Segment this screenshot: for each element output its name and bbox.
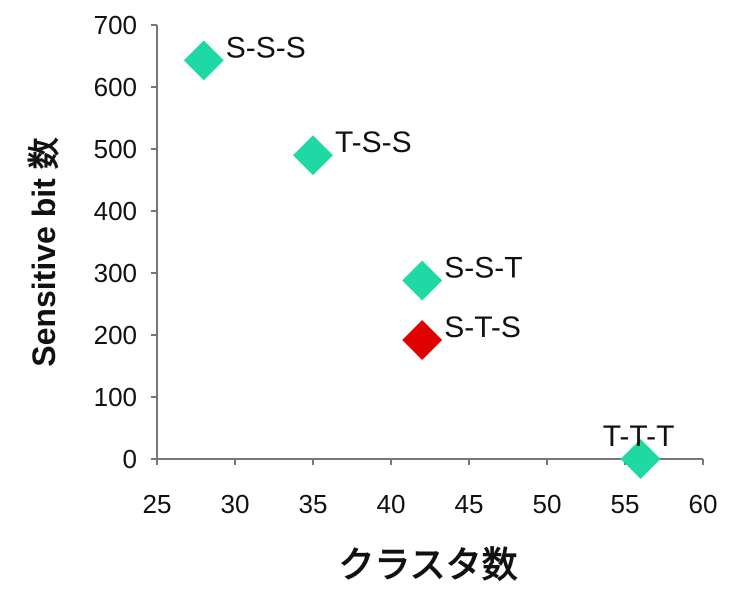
point-marker-t-t-t xyxy=(620,439,661,479)
x-axis-ticks: 25 30 35 40 45 50 55 60 xyxy=(143,459,718,519)
point-label-s-s-s: S-S-S xyxy=(226,31,306,64)
x-tick-label: 25 xyxy=(143,489,172,519)
y-tick-label: 0 xyxy=(123,444,137,474)
x-axis-title: クラスタ数 xyxy=(338,544,517,585)
y-tick-label: 600 xyxy=(94,72,137,102)
point-marker-s-t-s xyxy=(402,319,443,360)
x-tick-label: 30 xyxy=(221,489,250,519)
y-tick-label: 400 xyxy=(94,196,137,226)
y-tick-label: 500 xyxy=(94,134,137,164)
point-label-s-s-t: S-S-T xyxy=(444,251,522,284)
point-marker-s-s-s xyxy=(183,40,224,81)
y-tick-label: 200 xyxy=(94,320,137,350)
point-label-t-t-t: T-T-T xyxy=(603,420,675,453)
axes xyxy=(156,25,703,460)
point-marker-t-s-s xyxy=(293,135,333,176)
data-points: S-S-S T-S-S S-S-T S-T-S T-T-T xyxy=(183,31,675,479)
y-axis-ticks: 0 100 200 300 400 500 600 700 xyxy=(94,10,157,474)
point-label-s-t-s: S-T-S xyxy=(444,311,521,344)
y-tick-label: 300 xyxy=(94,258,137,288)
point-label-t-s-s: T-S-S xyxy=(335,126,412,159)
x-tick-label: 60 xyxy=(689,489,718,519)
point-marker-s-s-t xyxy=(402,260,443,301)
x-tick-label: 35 xyxy=(299,489,328,519)
y-axis-title: Sensitive bit 数 xyxy=(26,136,62,366)
x-tick-label: 55 xyxy=(611,489,640,519)
x-tick-label: 45 xyxy=(455,489,484,519)
y-tick-label: 700 xyxy=(94,10,137,40)
y-tick-label: 100 xyxy=(94,382,137,412)
x-tick-label: 50 xyxy=(533,489,562,519)
x-tick-label: 40 xyxy=(377,489,406,519)
